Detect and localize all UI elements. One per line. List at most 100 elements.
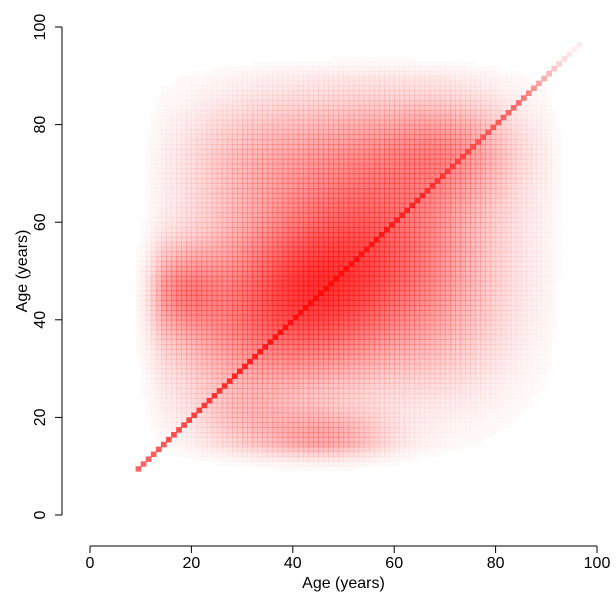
heatmap-cell [384,349,390,355]
heatmap-cell [308,119,314,126]
heatmap-cell [328,310,334,316]
heatmap-cell [247,456,253,462]
heatmap-cell [257,393,263,399]
heatmap-cell [384,456,390,461]
heatmap-cell [353,427,360,433]
heatmap-cell [338,310,345,316]
heatmap-cell [176,266,182,272]
heatmap-cell [181,266,187,272]
heatmap-cell [231,124,238,131]
heatmap-cell [333,222,340,228]
heatmap-cell [292,124,299,131]
heatmap-cell [181,295,187,301]
heatmap-cell [419,192,426,199]
heatmap-cell [328,222,334,228]
heatmap-cell [262,290,269,296]
heatmap-cell [181,129,187,135]
heatmap-cell [409,383,416,389]
heatmap-cell [226,168,233,174]
heatmap-cell [221,197,228,204]
heatmap-cell [136,247,142,252]
heatmap-cell [353,227,360,233]
heatmap-cell [384,66,390,72]
heatmap-cell [282,393,289,399]
heatmap-cell [231,353,238,360]
heatmap-cell [156,442,162,447]
heatmap-cell [231,397,238,404]
heatmap-cell [292,373,299,379]
heatmap-cell [191,158,198,165]
heatmap-cell [196,149,203,155]
heatmap-cell [211,163,218,170]
heatmap-cell [211,310,218,316]
heatmap-cell [353,129,360,135]
heatmap-cell [353,441,360,448]
heatmap-cell [176,246,182,253]
heatmap-cell [424,290,431,296]
heatmap-cell [186,417,192,423]
heatmap-cell [166,290,172,296]
heatmap-cell [303,61,309,66]
heatmap-cell [166,275,172,282]
heatmap-cell [353,109,360,116]
heatmap-cell [150,246,157,253]
heatmap-cell [211,339,218,345]
heatmap-cell [313,441,319,448]
heatmap-cell [313,202,319,209]
heatmap-cell [166,212,172,218]
heatmap-cell [434,368,441,375]
heatmap-cell [277,456,284,462]
heatmap-cell [140,256,147,262]
heatmap-cell [150,388,157,394]
heatmap-cell [399,105,405,111]
heatmap-cell [419,256,426,262]
heatmap-cell [287,344,294,350]
heatmap-cell [277,446,284,453]
heatmap-cell [282,236,289,243]
heatmap-cell [287,353,294,360]
heatmap-cell [313,407,319,414]
heatmap-cell [318,402,324,409]
heatmap-cell [272,314,279,321]
heatmap-cell [237,71,243,76]
heatmap-cell [419,80,426,87]
heatmap-cell [389,153,395,160]
heatmap-cell [343,85,350,92]
heatmap-cell [308,383,314,389]
heatmap-cell [160,407,167,414]
heatmap-cell [141,251,147,256]
heatmap-cell [257,407,263,414]
heatmap-cell [297,305,304,311]
heatmap-cell [318,75,324,82]
heatmap-cell [434,310,441,316]
heatmap-cell [247,192,253,199]
heatmap-cell [368,285,375,292]
heatmap-cell [338,427,345,433]
heatmap-cell [242,149,248,155]
heatmap-cell [201,349,208,355]
heatmap-cell [363,256,370,262]
heatmap-cell [231,383,238,389]
heatmap-cell [267,70,274,77]
heatmap-cell [449,212,456,218]
heatmap-cell [358,432,365,438]
heatmap-cell [389,109,395,116]
heatmap-cell [237,378,243,384]
heatmap-cell [338,202,345,209]
heatmap-cell [216,95,223,101]
heatmap-cell [191,344,198,350]
heatmap-cell [348,217,355,223]
heatmap-cell [231,339,238,345]
heatmap-cell [328,407,334,414]
heatmap-cell [283,61,289,66]
heatmap-cell [206,436,213,443]
heatmap-cell [277,310,284,316]
heatmap-cell [439,251,446,257]
heatmap-cell [328,153,334,160]
heatmap-cell [155,378,162,384]
heatmap-cell [328,241,334,248]
heatmap-cell [186,280,192,287]
heatmap-cell [343,109,350,116]
heatmap-cell [449,417,456,423]
heatmap-cell [155,290,162,296]
